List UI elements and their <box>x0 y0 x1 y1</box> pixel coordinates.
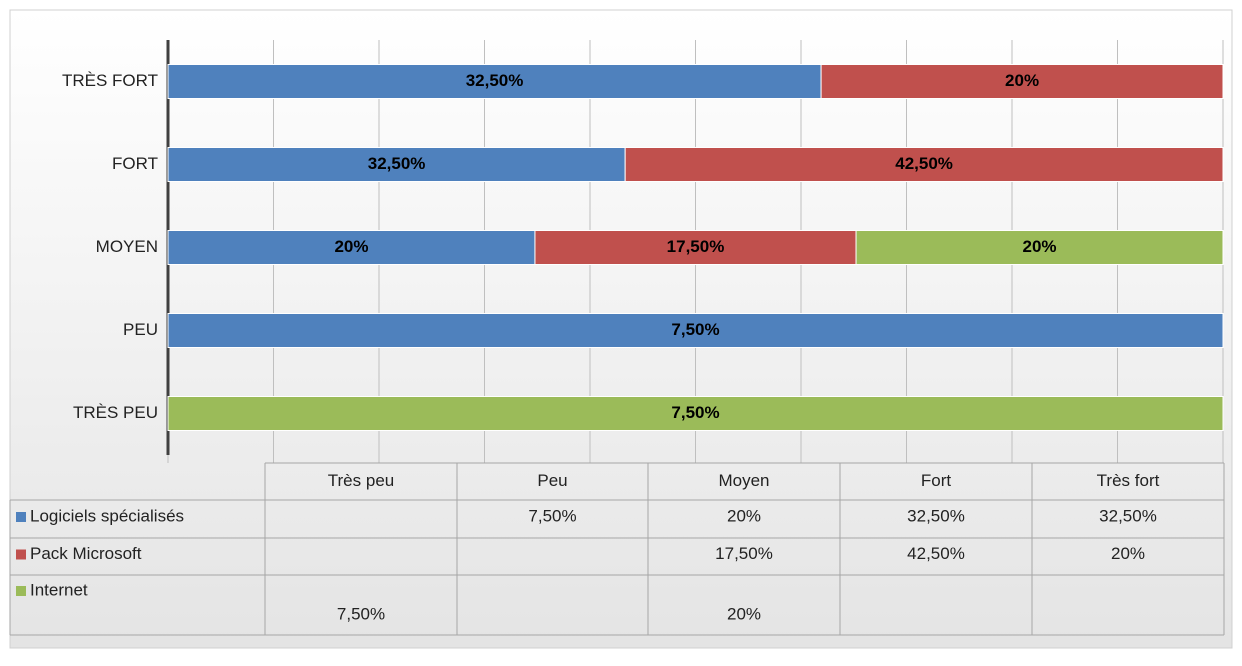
y-tick-label: TRÈS PEU <box>73 403 158 422</box>
y-tick-label: MOYEN <box>96 237 158 256</box>
bar-segment <box>167 147 626 182</box>
data-label: 32,50% <box>368 154 426 173</box>
data-label: 17,50% <box>667 237 725 256</box>
table-header: Moyen <box>718 471 769 490</box>
table-cell: 7,50% <box>337 604 385 623</box>
data-label: 20% <box>1023 237 1057 256</box>
data-label: 42,50% <box>895 154 953 173</box>
y-tick-label: PEU <box>123 320 158 339</box>
table-cell: 32,50% <box>907 506 965 525</box>
table-cell: 20% <box>1111 544 1145 563</box>
table-cell: 20% <box>727 604 761 623</box>
data-label: 7,50% <box>671 403 719 422</box>
table-cell: 20% <box>727 506 761 525</box>
data-label: 7,50% <box>671 320 719 339</box>
data-label: 32,50% <box>466 71 524 90</box>
table-header: Fort <box>921 471 952 490</box>
table-header: Très fort <box>1097 471 1160 490</box>
legend-swatch <box>16 549 26 560</box>
bar-segment <box>855 230 1224 265</box>
table-cell: 17,50% <box>715 544 773 563</box>
bar-segment <box>167 396 1224 431</box>
bar-segment <box>820 64 1224 99</box>
legend-swatch <box>16 586 26 596</box>
legend-swatch <box>16 512 26 522</box>
bar-segment <box>167 64 822 99</box>
legend-label: Internet <box>30 580 88 599</box>
bar-segment <box>534 230 857 265</box>
data-label: 20% <box>334 237 368 256</box>
bar-segment <box>624 147 1224 182</box>
table-cell: 32,50% <box>1099 506 1157 525</box>
table-cell: 42,50% <box>907 544 965 563</box>
y-tick-label: TRÈS FORT <box>62 71 158 90</box>
data-label: 20% <box>1005 71 1039 90</box>
y-tick-label: FORT <box>112 154 158 173</box>
bar-segment <box>167 230 536 265</box>
table-cell: 7,50% <box>528 506 576 525</box>
table-header: Peu <box>537 471 567 490</box>
legend-label: Logiciels spécialisés <box>30 506 184 525</box>
bar-segment <box>167 313 1224 348</box>
legend-label: Pack Microsoft <box>30 544 142 563</box>
table-header: Très peu <box>328 471 394 490</box>
